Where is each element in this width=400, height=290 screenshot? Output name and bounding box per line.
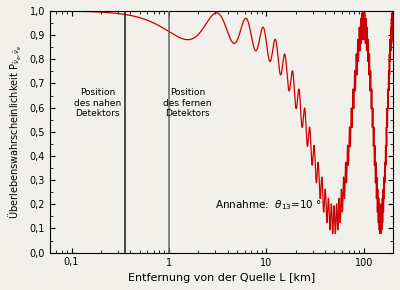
Text: Position
des nahen
Detektors: Position des nahen Detektors bbox=[74, 88, 121, 118]
Text: Annahme:  $\theta_{13}$=10 °: Annahme: $\theta_{13}$=10 ° bbox=[216, 198, 322, 211]
X-axis label: Entfernung von der Quelle L [km]: Entfernung von der Quelle L [km] bbox=[128, 273, 315, 283]
Text: Position
des fernen
Detektors: Position des fernen Detektors bbox=[163, 88, 212, 118]
Y-axis label: Überlebenswahrscheinlichkeit P$_{\bar{\nu}_e,\bar{\nu}_e}$: Überlebenswahrscheinlichkeit P$_{\bar{\n… bbox=[7, 45, 24, 219]
